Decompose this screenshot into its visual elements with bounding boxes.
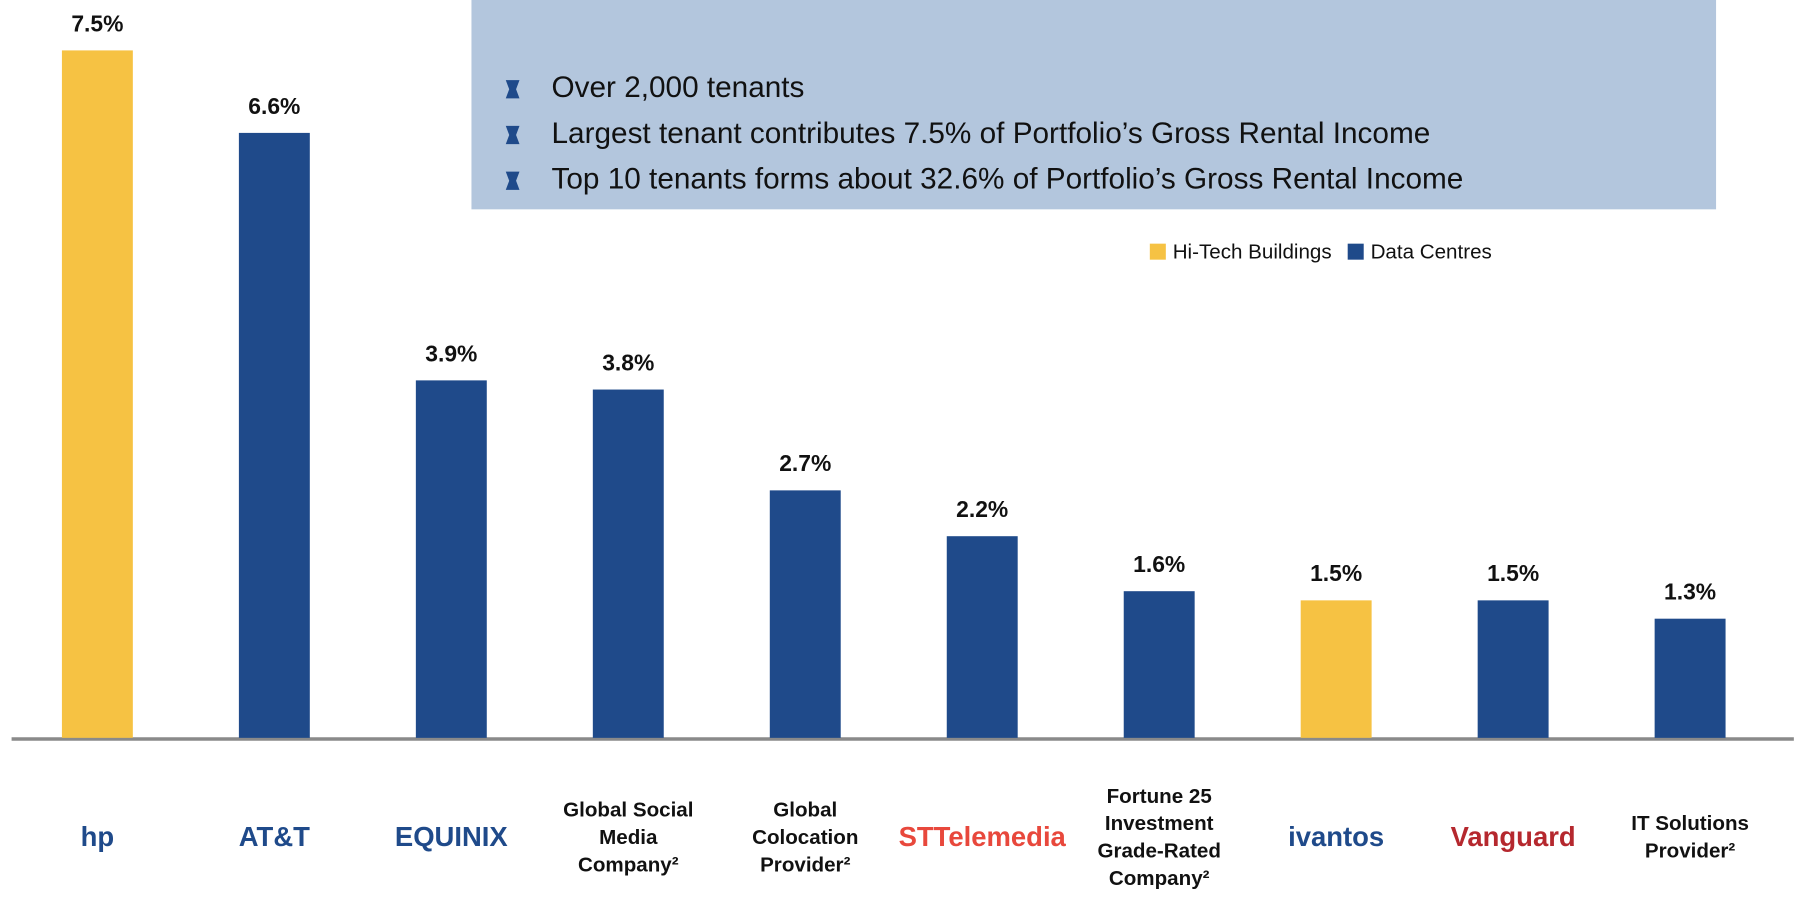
- value-label: 3.9%: [425, 340, 477, 366]
- x-tick-label: Media: [599, 826, 658, 849]
- bullets: [505, 80, 520, 190]
- value-label: 3.8%: [602, 349, 654, 375]
- legend-swatch: [1347, 243, 1364, 260]
- bar: [1477, 600, 1549, 738]
- value-label: 1.5%: [1487, 560, 1539, 586]
- bullet: [505, 80, 520, 99]
- legend-label: Hi-Tech Buildings: [1173, 240, 1332, 263]
- info-box: [471, 0, 1717, 210]
- x-tick-label: hp: [81, 821, 115, 852]
- x-tick-label: Company²: [1109, 867, 1210, 890]
- bar: [238, 132, 310, 738]
- x-tick-label: STTelemedia: [899, 821, 1067, 852]
- x-tick-label: EQUINIX: [395, 821, 509, 852]
- annotation: Top 10 tenants forms about 32.6% of Port…: [552, 163, 1464, 196]
- bar: [1300, 600, 1372, 738]
- x-tick-label: ivantos: [1288, 821, 1384, 852]
- bar: [1654, 618, 1726, 738]
- x-tick-label: Global: [773, 798, 837, 821]
- x-tick-label: Provider²: [1645, 840, 1735, 863]
- x-tick-label: AT&T: [239, 821, 310, 852]
- annotation: Largest tenant contributes 7.5% of Portf…: [552, 117, 1431, 150]
- value-label: 2.7%: [779, 450, 831, 476]
- bar: [769, 490, 841, 738]
- value-label: 7.5%: [71, 10, 123, 36]
- bar: [61, 50, 133, 738]
- bullet: [505, 171, 520, 190]
- x-tick-label: Fortune 25: [1107, 785, 1212, 808]
- bar: [415, 380, 487, 738]
- x-tick-label: IT Solutions: [1631, 812, 1749, 835]
- x-tick-label: Global Social: [563, 798, 693, 821]
- value-label: 6.6%: [248, 93, 300, 119]
- bar: [592, 389, 664, 738]
- annotation: Over 2,000 tenants: [552, 71, 805, 104]
- x-tick-label: Provider²: [760, 853, 850, 876]
- bar: [946, 536, 1018, 738]
- value-label: 1.3%: [1664, 579, 1716, 605]
- x-tick-label: Colocation: [752, 826, 858, 849]
- x-tick-label: Grade-Rated: [1097, 840, 1221, 863]
- x-tick-label: Investment: [1105, 812, 1214, 835]
- legend-label: Data Centres: [1371, 240, 1492, 263]
- value-label: 2.2%: [956, 496, 1008, 522]
- x-tick-label: Vanguard: [1451, 821, 1576, 852]
- value-label: 1.6%: [1133, 551, 1185, 577]
- value-label: 1.5%: [1310, 560, 1362, 586]
- x-tick-label: Company²: [578, 853, 679, 876]
- bar: [1123, 591, 1195, 738]
- bullet: [505, 125, 520, 145]
- legend-swatch: [1149, 243, 1166, 260]
